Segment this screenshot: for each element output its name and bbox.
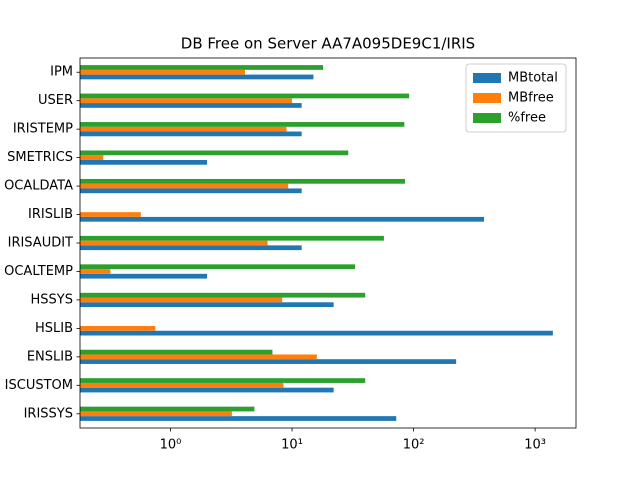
y-tick-label: IPM [50,65,73,80]
bar [80,122,405,127]
y-tick-label: ISCUSTOM [5,378,73,393]
bar [80,297,283,303]
bar [80,103,302,108]
x-tick-label: 10² [403,438,425,453]
bar [80,349,273,355]
y-tick-label: SMETRICS [7,150,73,165]
y-tick-label: OCALTEMP [4,264,73,279]
bar [80,264,356,270]
bar [80,330,553,336]
bar [80,93,410,99]
bar [80,159,208,165]
bar [80,216,485,222]
bar [80,359,457,364]
bar [80,150,349,156]
bar [80,188,302,194]
legend-swatch [473,73,501,83]
chart-title: DB Free on Server AA7A095DE9C1/IRIS [181,35,475,53]
bar [80,98,293,104]
x-tick-label: 10¹ [281,438,303,453]
bar [80,382,284,388]
legend-swatch [473,93,501,103]
bar [80,302,334,308]
bar [80,126,287,132]
y-tick-label: HSLIB [35,321,73,336]
legend-label: %free [508,111,546,126]
bar [80,326,156,331]
legend-label: MBfree [508,91,554,106]
bar [80,240,268,246]
legend-swatch [473,113,501,123]
bar [80,235,384,241]
bar [80,183,289,189]
bar [80,155,104,160]
bar [80,416,397,421]
bar [80,69,245,75]
y-tick-label: ENSLIB [27,349,73,364]
bar [80,354,317,360]
y-tick-label: IRISLIB [28,207,73,222]
legend-label: MBtotal [508,71,558,86]
y-tick-label: IRISSYS [24,406,73,421]
x-tick-label: 10⁰ [160,438,182,453]
bar [80,269,111,274]
bar [80,292,366,298]
y-tick-label: HSSYS [31,292,73,307]
y-tick-label: OCALDATA [4,179,73,194]
bar [80,74,314,80]
bar [80,273,208,279]
bar [80,178,405,184]
y-tick-label: USER [38,93,73,108]
bar [80,65,324,70]
bar [80,378,366,383]
y-tick-label: IRISAUDIT [8,236,73,251]
bar [80,212,141,217]
bar [80,245,302,251]
y-tick-label: IRISTEMP [13,122,73,137]
bar [80,131,302,137]
bar [80,387,334,393]
bar [80,411,232,417]
bar [80,406,255,412]
x-tick-label: 10³ [524,438,546,453]
